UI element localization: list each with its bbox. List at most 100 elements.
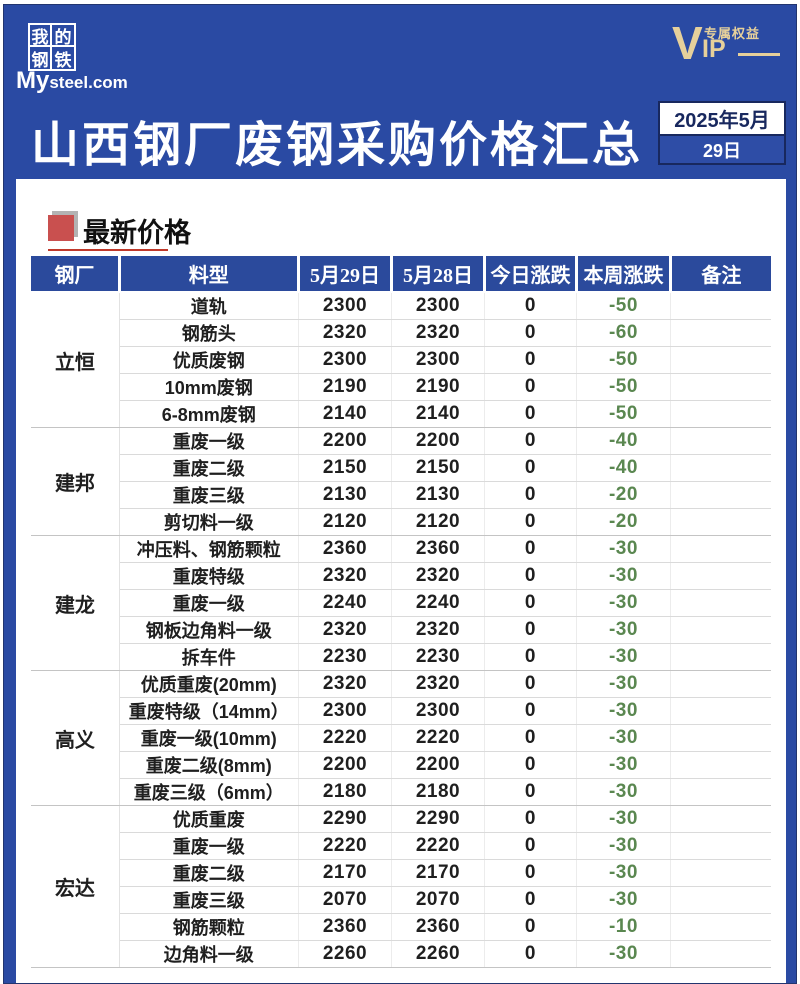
material-cell: 重废特级	[119, 562, 299, 590]
week-change-cell: -50	[576, 346, 671, 374]
price-cell: 2170	[297, 859, 392, 887]
logo-domain-text: Mysteel.com	[16, 67, 128, 95]
price-cell: 2130	[391, 481, 485, 509]
note-cell	[669, 427, 771, 455]
table-row: 建邦 重废一级 2200 2200 0 -40	[31, 427, 771, 536]
vip-badge: V IP 专属权益	[672, 20, 782, 69]
column-header: 5月29日	[296, 256, 394, 293]
note-cell	[669, 913, 771, 941]
logo-domain-rest: steel.com	[49, 73, 128, 92]
table-row: 边角料一级 2260 2260 0 -30	[31, 940, 771, 968]
week-change-cell: -30	[576, 940, 671, 968]
price-table: 钢厂 料型 5月29日 5月28日 今日涨跌 本周涨跌 备注 立恒 道轨 2300 2300 0 -5…	[31, 256, 771, 982]
price-cell: 2180	[391, 778, 485, 806]
table-row: 重废特级 2320 2320 0 -30	[31, 562, 771, 590]
price-cell: 2240	[391, 589, 485, 617]
material-cell: 重废二级(8mm)	[119, 751, 299, 779]
table-row: 重废二级(8mm) 2200 2200 0 -30	[31, 751, 771, 779]
price-cell: 2120	[297, 508, 392, 536]
column-header: 钢厂	[31, 256, 121, 293]
price-cell: 2360	[297, 913, 392, 941]
price-cell: 2260	[391, 940, 485, 968]
logo-char: 的	[52, 25, 74, 47]
table-row: 钢筋颗粒 2360 2360 0 -10	[31, 913, 771, 941]
partial-row	[31, 968, 771, 982]
table-row: 重废二级 2150 2150 0 -40	[31, 454, 771, 482]
material-cell: 拆车件	[119, 643, 299, 671]
note-cell	[669, 859, 771, 887]
note-cell	[669, 292, 771, 320]
week-change-cell: -30	[576, 589, 671, 617]
week-change-cell: -30	[576, 562, 671, 590]
week-change-cell: -30	[576, 886, 671, 914]
column-header: 料型	[117, 256, 300, 293]
week-change-cell: -30	[576, 535, 671, 563]
material-cell: 优质重废	[118, 805, 299, 833]
price-cell: 2200	[297, 427, 392, 455]
week-change-cell: -30	[576, 805, 671, 833]
today-change-cell: 0	[483, 427, 577, 455]
table-row: 重废二级 2170 2170 0 -30	[31, 859, 771, 887]
price-table-header: 钢厂 料型 5月29日 5月28日 今日涨跌 本周涨跌 备注	[31, 256, 771, 293]
table-row: 重废一级(10mm) 2220 2220 0 -30	[31, 724, 771, 752]
today-change-cell: 0	[483, 373, 577, 401]
note-cell	[669, 670, 771, 698]
today-change-cell: 0	[483, 751, 577, 779]
week-change-cell: -40	[576, 427, 671, 455]
price-cell: 2300	[297, 697, 392, 725]
price-cell: 2320	[297, 319, 392, 347]
table-row: 拆车件 2230 2230 0 -30	[31, 643, 771, 671]
material-cell: 冲压料、钢筋颗粒	[118, 535, 299, 563]
price-cell: 2220	[391, 724, 485, 752]
content-area: 最新价格 钢厂 料型 5月29日 5月28日 今日涨跌 本周涨跌 备注 立恒 道轨 2300 23…	[16, 179, 786, 983]
price-cell: 2200	[391, 427, 485, 455]
note-cell	[669, 454, 771, 482]
material-cell: 重废二级	[119, 859, 299, 887]
price-cell: 2360	[391, 913, 485, 941]
week-change-cell: -10	[576, 913, 671, 941]
price-cell: 2230	[391, 643, 485, 671]
price-cell: 2190	[297, 373, 392, 401]
vip-underline	[738, 53, 780, 56]
price-cell: 2300	[297, 346, 392, 374]
week-change-cell: -20	[576, 481, 671, 509]
note-cell	[669, 805, 771, 833]
note-cell	[669, 832, 771, 860]
table-row: 高义 优质重废(20mm) 2320 2320 0 -30	[31, 670, 771, 806]
price-cell: 2150	[297, 454, 392, 482]
table-row: 剪切料一级 2120 2120 0 -20	[31, 508, 771, 536]
today-change-cell: 0	[483, 481, 577, 509]
mill-name-cell: 建邦	[31, 427, 120, 536]
today-change-cell: 0	[483, 589, 577, 617]
vip-ip-text: IP	[702, 35, 726, 63]
week-change-cell: -30	[576, 643, 671, 671]
today-change-cell: 0	[483, 940, 577, 968]
material-cell: 边角料一级	[119, 940, 299, 968]
price-cell: 2070	[391, 886, 485, 914]
price-cell: 2190	[391, 373, 485, 401]
section-underline	[48, 249, 168, 251]
week-change-cell: -30	[576, 778, 671, 806]
week-change-cell: -30	[576, 670, 671, 698]
table-row: 重废三级 2130 2130 0 -20	[31, 481, 771, 509]
price-cell: 2290	[297, 805, 392, 833]
week-change-cell: -50	[576, 292, 671, 320]
note-cell	[669, 724, 771, 752]
price-cell: 2220	[391, 832, 485, 860]
week-change-cell: -30	[576, 616, 671, 644]
mill-name-cell: 立恒	[31, 292, 120, 428]
today-change-cell: 0	[483, 724, 577, 752]
header-row: 钢厂 料型 5月29日 5月28日 今日涨跌 本周涨跌 备注	[31, 256, 771, 293]
vip-benefits-label: 专属权益	[704, 26, 761, 41]
table-row: 立恒 道轨 2300 2300 0 -50	[31, 292, 771, 428]
today-change-cell: 0	[483, 454, 577, 482]
today-change-cell: 0	[483, 697, 577, 725]
price-cell: 2290	[391, 805, 485, 833]
material-cell: 重废一级	[118, 427, 299, 455]
section-title: 最新价格	[83, 218, 191, 248]
price-cell: 2320	[297, 562, 392, 590]
top-banner: 我 的 钢 铁 Mysteel.com V IP 专属权益 山西钢厂废钢采购价格…	[4, 5, 796, 179]
table-row: 重废一级 2220 2220 0 -30	[31, 832, 771, 860]
today-change-cell: 0	[483, 832, 577, 860]
page-background: 我 的 钢 铁 Mysteel.com V IP 专属权益 山西钢厂废钢采购价格…	[3, 4, 797, 984]
